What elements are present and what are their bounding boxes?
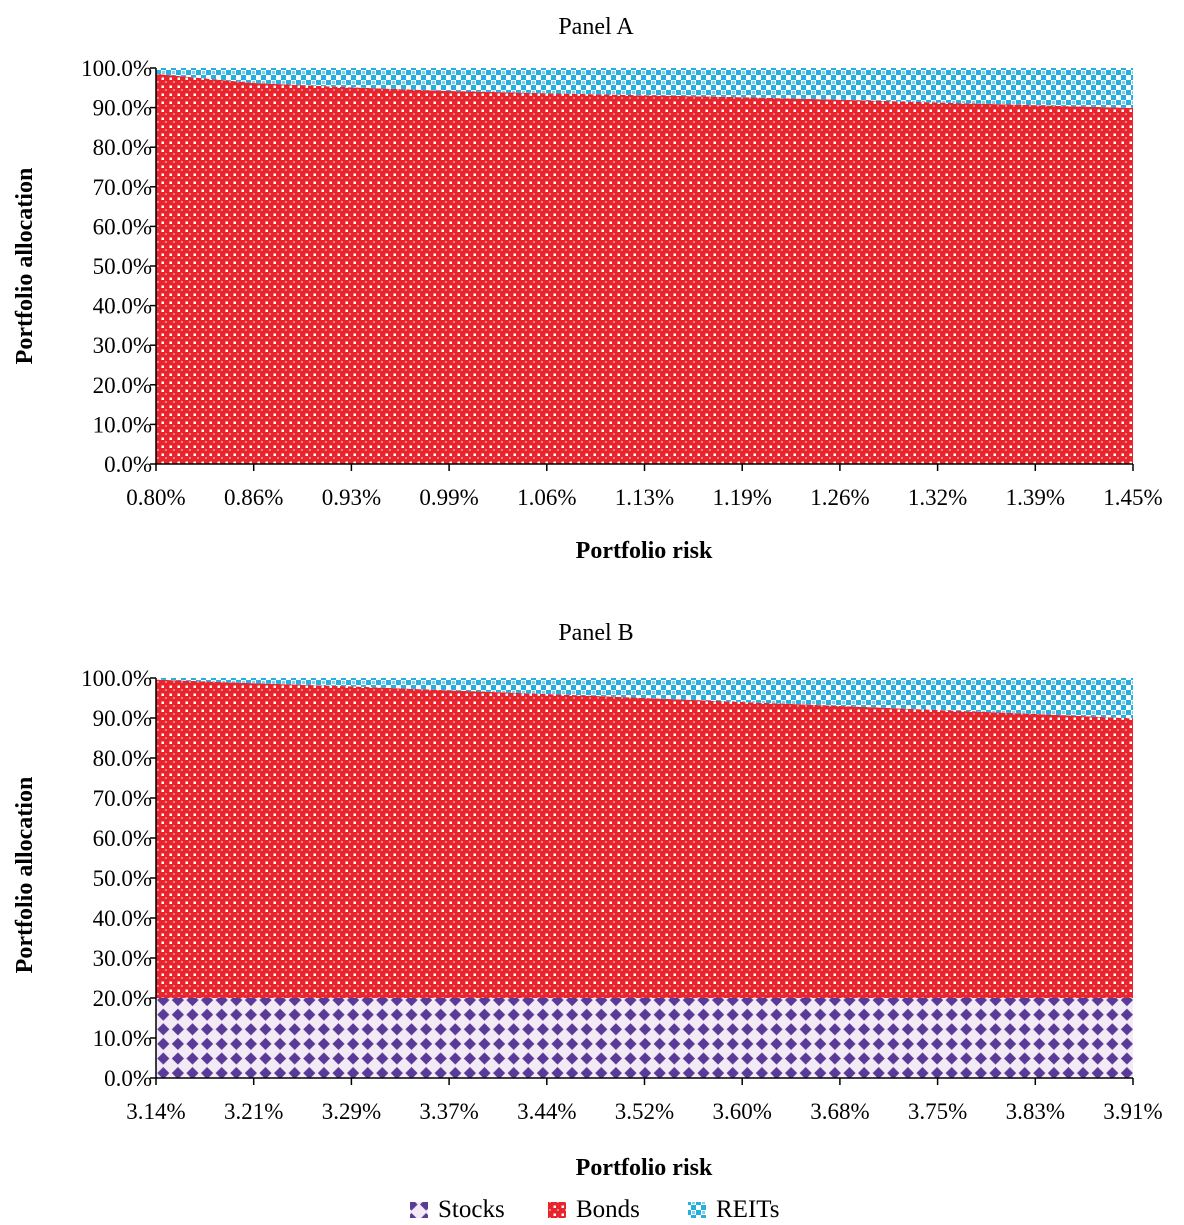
panel-b-y-tick-label: 0.0% xyxy=(104,1066,152,1091)
panel-a-y-tick-label: 0.0% xyxy=(104,452,152,477)
panel-b-x-axis-label: Portfolio risk xyxy=(576,1155,713,1181)
panel-b-x-tick-label: 3.75% xyxy=(908,1099,967,1124)
legend-item-reits: REITs xyxy=(688,1196,780,1223)
legend: Stocks Bonds REITs xyxy=(410,1196,780,1223)
panel-a-y-tick-label: 100.0% xyxy=(81,56,152,81)
panel-a-y-tick-label: 70.0% xyxy=(93,175,152,200)
legend-swatch-bonds xyxy=(548,1202,566,1218)
panel-a-x-axis: 0.80% 0.86% 0.93% 0.99% 1.06% 1.13% 1.19% 1.26%… xyxy=(126,463,1163,510)
panel-a-x-tick-label: 1.19% xyxy=(712,485,771,510)
panel-b-x-tick-label: 3.60% xyxy=(712,1099,771,1124)
panel-a-y-tick-label: 20.0% xyxy=(93,373,152,398)
panel-a-x-tick-label: 1.26% xyxy=(810,485,869,510)
legend-swatch-stocks xyxy=(410,1202,428,1218)
panel-a-y-axis-label: Portfolio allocation xyxy=(12,168,38,365)
panel-b-x-tick-label: 3.21% xyxy=(224,1099,283,1124)
panel-b-x-tick-label: 3.37% xyxy=(419,1099,478,1124)
panel-b-x-tick-label: 3.14% xyxy=(126,1099,185,1124)
panel-a-y-tick-label: 40.0% xyxy=(93,294,152,319)
panel-a-x-tick-label: 1.45% xyxy=(1103,485,1162,510)
panel-a-area-reits xyxy=(156,68,1133,108)
panel-b-y-axis-label: Portfolio allocation xyxy=(12,777,38,974)
panel-b-area-stocks xyxy=(156,998,1133,1078)
panel-a-x-axis-label: Portfolio risk xyxy=(576,538,713,564)
panel-a-x-tick-label: 0.80% xyxy=(126,485,185,510)
legend-label-reits: REITs xyxy=(716,1196,780,1223)
panel-b-y-tick-label: 50.0% xyxy=(93,866,152,891)
panel-a-y-tick-label: 90.0% xyxy=(93,96,152,121)
panel-a-y-tick-label: 50.0% xyxy=(93,254,152,279)
panel-b-y-tick-label: 80.0% xyxy=(93,746,152,771)
panel-b-chart: Panel B 0.0% 10.0% 20.0% 30.0% 40.0% 50.0% 60.… xyxy=(12,620,1163,1181)
panel-a-y-tick-label: 30.0% xyxy=(93,333,152,358)
panel-b-y-tick-label: 90.0% xyxy=(93,706,152,731)
panel-b-title: Panel B xyxy=(558,620,633,646)
panel-a-chart: Panel A 0.0% 10.0% 20.0% 30.0% 40.0% 50.0% 60.… xyxy=(12,14,1163,564)
legend-swatch-reits xyxy=(688,1202,706,1218)
panel-b-area-bonds xyxy=(156,679,1133,998)
panel-a-y-tick-label: 80.0% xyxy=(93,135,152,160)
panel-b-y-axis: 0.0% 10.0% 20.0% 30.0% 40.0% 50.0% 60.0% 70.0% 8… xyxy=(81,666,157,1091)
legend-label-bonds: Bonds xyxy=(576,1196,640,1223)
panel-a-x-tick-label: 1.32% xyxy=(908,485,967,510)
panel-b-y-tick-label: 100.0% xyxy=(81,666,152,691)
panel-a-x-tick-label: 1.06% xyxy=(517,485,576,510)
panel-a-y-tick-label: 60.0% xyxy=(93,214,152,239)
panel-b-y-tick-label: 40.0% xyxy=(93,906,152,931)
panel-a-plot-area xyxy=(156,68,1133,465)
legend-label-stocks: Stocks xyxy=(438,1196,505,1223)
panel-b-y-tick-label: 30.0% xyxy=(93,946,152,971)
panel-a-x-tick-label: 1.39% xyxy=(1006,485,1065,510)
panel-b-y-tick-label: 20.0% xyxy=(93,986,152,1011)
panel-a-x-tick-label: 1.13% xyxy=(615,485,674,510)
panel-a-x-tick-label: 0.99% xyxy=(419,485,478,510)
legend-item-stocks: Stocks xyxy=(410,1196,505,1223)
panel-b-x-tick-label: 3.68% xyxy=(810,1099,869,1124)
legend-item-bonds: Bonds xyxy=(548,1196,640,1223)
panel-a-title: Panel A xyxy=(558,14,634,40)
panel-a-x-tick-label: 0.86% xyxy=(224,485,283,510)
panel-b-x-tick-label: 3.44% xyxy=(517,1099,576,1124)
panel-b-x-tick-label: 3.29% xyxy=(322,1099,381,1124)
panel-a-y-tick-label: 10.0% xyxy=(93,412,152,437)
panel-b-x-tick-label: 3.83% xyxy=(1006,1099,1065,1124)
panel-b-plot-area xyxy=(156,678,1133,1078)
panel-b-y-tick-label: 70.0% xyxy=(93,786,152,811)
panel-b-x-axis: 3.14% 3.21% 3.29% 3.37% 3.44% 3.52% 3.60% 3.68%… xyxy=(126,1077,1163,1124)
panel-a-y-axis: 0.0% 10.0% 20.0% 30.0% 40.0% 50.0% 60.0% 70.0% 8… xyxy=(81,56,157,477)
panel-a-area-bonds xyxy=(156,73,1133,465)
panel-b-area-reits xyxy=(156,678,1133,719)
panel-a-x-tick-label: 0.93% xyxy=(322,485,381,510)
panel-b-y-tick-label: 10.0% xyxy=(93,1026,152,1051)
panel-b-x-tick-label: 3.52% xyxy=(615,1099,674,1124)
panel-b-x-tick-label: 3.91% xyxy=(1103,1099,1162,1124)
panel-b-y-tick-label: 60.0% xyxy=(93,826,152,851)
